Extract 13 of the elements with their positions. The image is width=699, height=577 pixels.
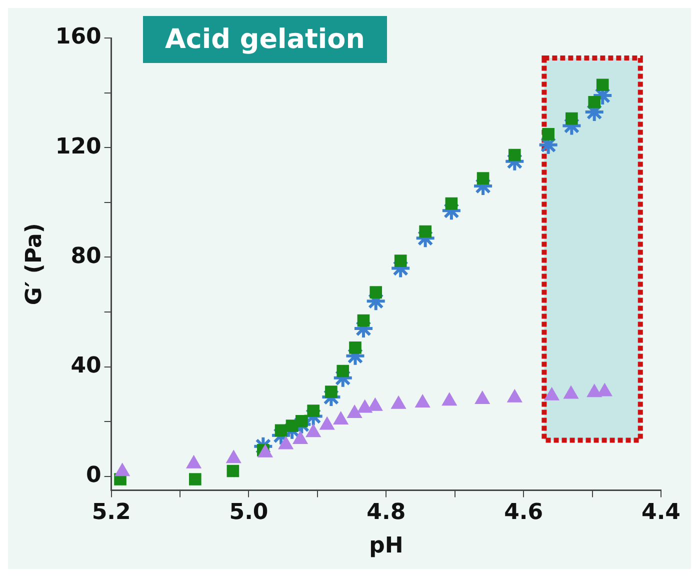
x-tick-label: 4.8 — [366, 500, 406, 526]
chart-title: Acid gelation — [143, 16, 387, 63]
x-tick-label: 5.2 — [92, 500, 131, 526]
text: 5.0 — [229, 500, 268, 526]
x-tick-label: 4.6 — [504, 500, 544, 526]
y-tick-label: 160 — [55, 24, 102, 50]
y-tick-label: 40 — [70, 354, 102, 379]
x-axis-title: pH — [369, 534, 404, 559]
y-tick-label: 120 — [55, 134, 102, 160]
y-axis-title: G′ (Pa) — [22, 223, 47, 306]
x-tick-label: 4.4 — [642, 500, 680, 526]
y-tick-label: 0 — [86, 463, 102, 488]
y-tick-label: 80 — [70, 244, 102, 269]
